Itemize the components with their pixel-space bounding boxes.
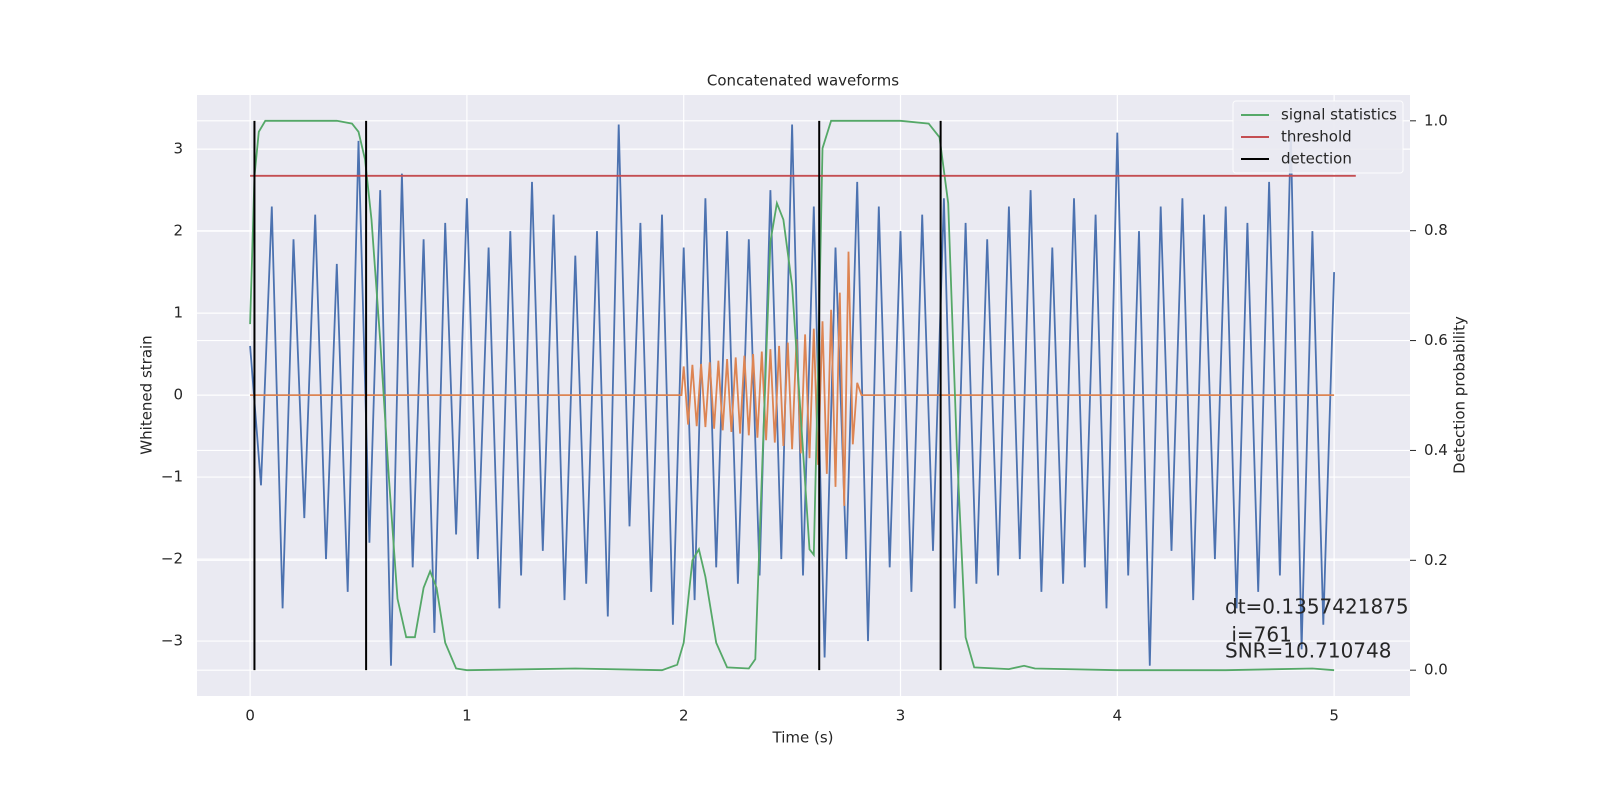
series-line — [249, 124, 1335, 666]
legend-label: detection — [1281, 150, 1352, 168]
x-tick-label: 4 — [1113, 707, 1123, 725]
y-tick-label: 2 — [173, 222, 183, 240]
y2-tick-label: 0.6 — [1424, 331, 1448, 349]
annotation: dt=0.1357421875 — [1225, 595, 1409, 619]
legend-box — [1232, 100, 1404, 174]
y-tick-label: 1 — [173, 304, 183, 322]
x-axis-label: Time (s) — [772, 729, 834, 747]
x-tick-label: 0 — [245, 707, 255, 725]
legend-label: signal statistics — [1281, 106, 1397, 124]
x-tick-label: 2 — [679, 707, 689, 725]
y-tick-label: −1 — [161, 468, 183, 486]
x-tick-label: 3 — [896, 707, 906, 725]
y-tick-label: 0 — [173, 386, 183, 404]
y2-tick-label: 0.4 — [1424, 441, 1448, 459]
y2-axis-label: Detection probability — [1451, 316, 1469, 474]
chart-title: Concatenated waveforms — [707, 72, 899, 90]
y2-tick-label: 1.0 — [1424, 111, 1448, 129]
y2-tick-label: 0.0 — [1424, 661, 1448, 679]
y-tick-label: −2 — [161, 550, 183, 568]
x-tick-label: 5 — [1329, 707, 1339, 725]
annotation: SNR=10.710748 — [1225, 639, 1391, 663]
y2-tick-label: 0.8 — [1424, 221, 1448, 239]
x-tick-label: 1 — [462, 707, 472, 725]
series-line — [250, 251, 1335, 506]
y-tick-label: 3 — [173, 140, 183, 158]
legend-label: threshold — [1281, 128, 1352, 146]
y2-tick-label: 0.2 — [1424, 551, 1448, 569]
annotation: i=761 — [1225, 623, 1292, 647]
y-tick-label: −3 — [161, 632, 183, 650]
series-line — [249, 119, 1335, 672]
y-axis-label: Whitened strain — [138, 335, 156, 454]
